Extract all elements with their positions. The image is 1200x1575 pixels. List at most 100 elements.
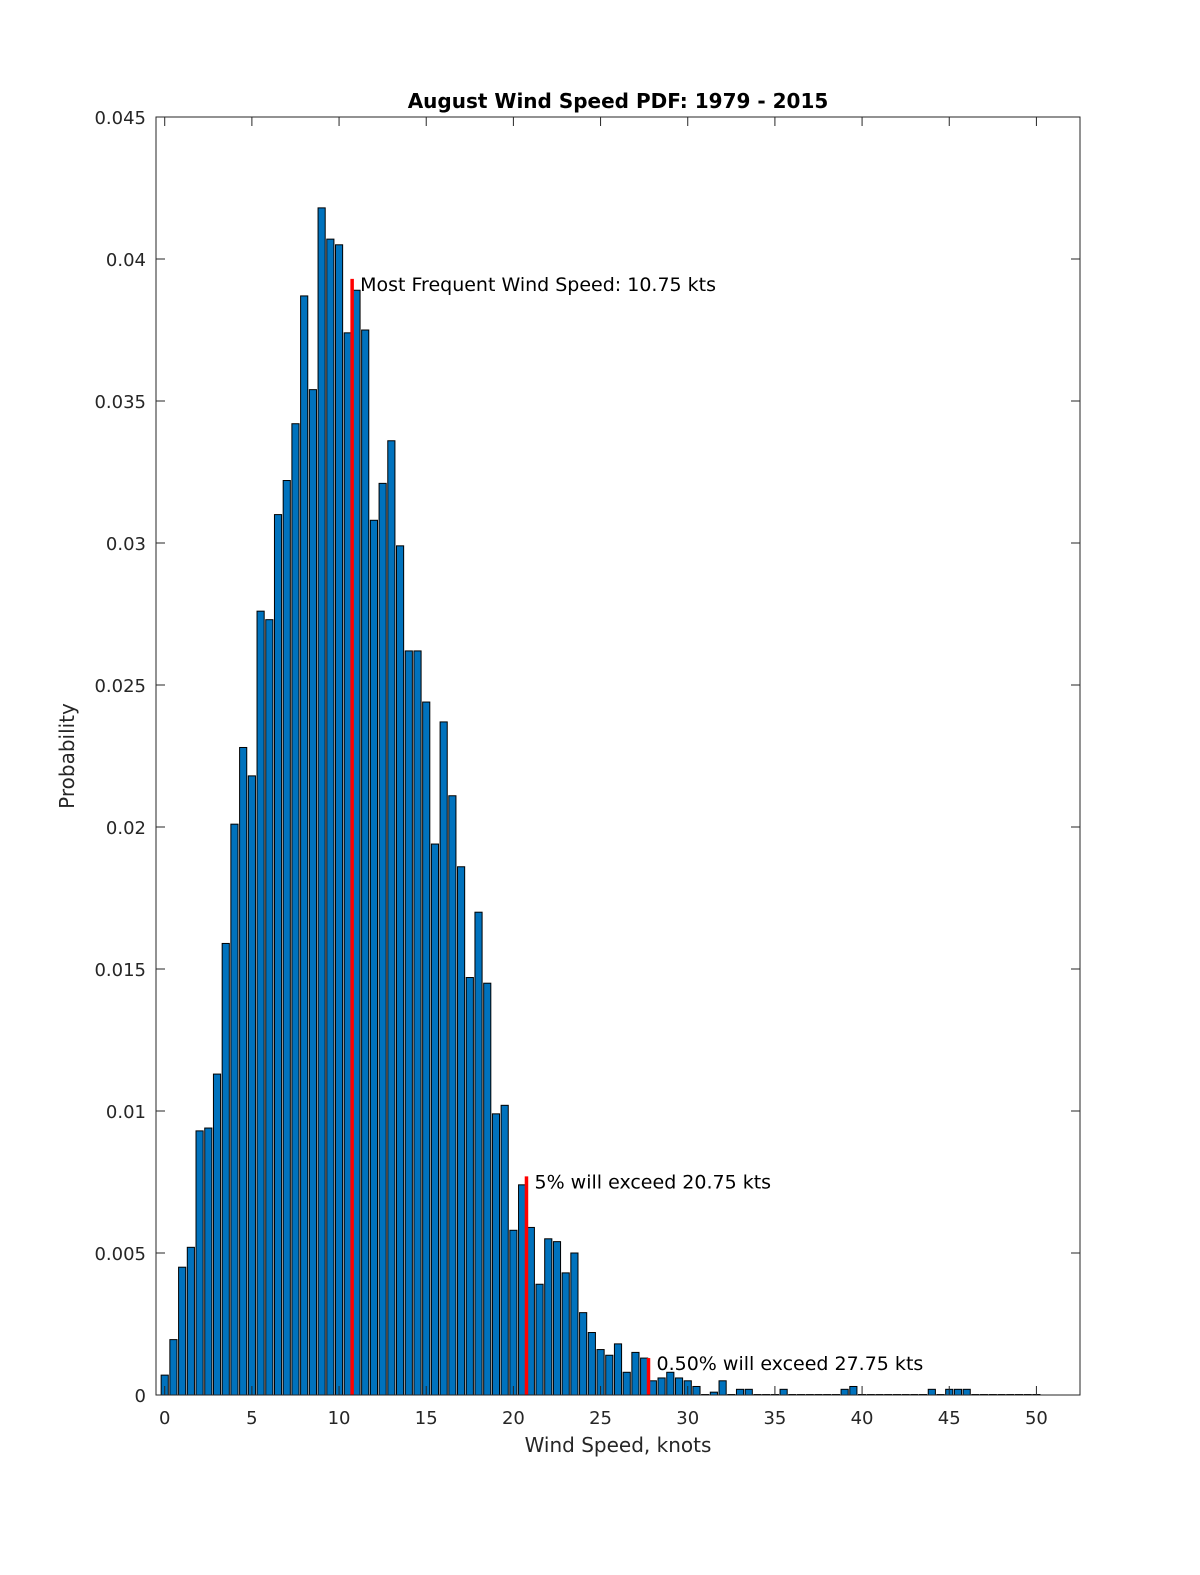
bar <box>265 619 274 1396</box>
bar <box>561 1272 570 1396</box>
y-axis: 0 0.005 0.01 0.015 0.02 0.025 0.03 0.035 0.04 0.0… <box>94 108 1080 1407</box>
bar <box>404 650 413 1396</box>
bar <box>465 977 474 1396</box>
bar <box>326 238 335 1396</box>
x-tick-label: 20 <box>502 1408 525 1429</box>
x-tick-label: 10 <box>328 1408 351 1429</box>
x-tick-label: 40 <box>851 1408 874 1429</box>
bar <box>195 1130 204 1396</box>
bar <box>526 1226 535 1396</box>
bar <box>579 1312 588 1396</box>
bar <box>256 610 265 1396</box>
bar <box>570 1252 579 1396</box>
bar <box>657 1377 666 1396</box>
bar <box>343 332 352 1396</box>
x-axis-label: Wind Speed, knots <box>525 1433 712 1457</box>
bar <box>273 514 283 1396</box>
bar <box>648 1380 657 1396</box>
marker-annotation: 0.50% will exceed 27.75 kts <box>657 1353 924 1375</box>
bar <box>300 295 309 1396</box>
marker-annotation: 5% will exceed 20.75 kts <box>535 1171 772 1193</box>
bar <box>369 519 379 1396</box>
bar <box>953 1388 963 1396</box>
bar <box>361 329 370 1396</box>
x-tick-label: 50 <box>1025 1408 1048 1429</box>
bar <box>692 1385 701 1396</box>
y-tick-label: 0.04 <box>106 250 146 271</box>
bar <box>387 440 396 1396</box>
bar <box>291 423 300 1396</box>
bar <box>247 775 256 1396</box>
x-tick-label: 0 <box>159 1408 170 1429</box>
bar <box>448 795 457 1396</box>
bar <box>518 1184 527 1396</box>
bar <box>605 1354 614 1396</box>
bar <box>352 289 361 1396</box>
bar <box>666 1371 675 1396</box>
x-tick-label: 30 <box>676 1408 699 1429</box>
bar <box>674 1377 684 1396</box>
y-tick-label: 0.025 <box>94 676 146 697</box>
bar <box>413 650 422 1396</box>
bar <box>282 480 291 1396</box>
bar <box>613 1343 623 1396</box>
bar <box>334 244 344 1396</box>
annotations: Most Frequent Wind Speed: 10.75 kts 5% wi… <box>360 274 923 1375</box>
x-tick-label: 25 <box>589 1408 612 1429</box>
bar <box>483 982 492 1396</box>
x-tick-label: 45 <box>938 1408 961 1429</box>
bar <box>396 545 405 1396</box>
y-tick-label: 0.035 <box>94 392 146 413</box>
plot-area-frame <box>155 116 1081 1396</box>
bar <box>457 866 466 1396</box>
x-tick-label: 5 <box>246 1408 257 1429</box>
bar <box>491 1113 501 1396</box>
bar <box>230 823 239 1396</box>
bar <box>317 207 326 1396</box>
bar <box>927 1388 936 1396</box>
bar <box>439 721 448 1396</box>
marker-annotation: Most Frequent Wind Speed: 10.75 kts <box>360 274 716 296</box>
bar <box>640 1357 649 1396</box>
bar <box>744 1388 753 1396</box>
bar <box>212 1073 222 1396</box>
bar <box>422 701 431 1396</box>
bar <box>178 1266 187 1396</box>
bar <box>204 1127 213 1396</box>
y-tick-label: 0.01 <box>106 1102 146 1123</box>
bar <box>849 1385 858 1396</box>
y-tick-label: 0.03 <box>106 534 146 555</box>
bar-series <box>160 207 1041 1396</box>
bar <box>535 1283 544 1396</box>
bar <box>544 1238 553 1396</box>
x-axis: 0 5 10 15 20 25 30 35 40 45 50 <box>159 117 1048 1429</box>
bar <box>552 1241 562 1396</box>
bar <box>474 911 483 1396</box>
y-tick-label: 0 <box>135 1386 146 1407</box>
bar <box>587 1332 596 1396</box>
bar <box>622 1371 631 1396</box>
bar <box>430 843 440 1396</box>
bar <box>239 746 248 1396</box>
bar <box>169 1339 178 1396</box>
bar <box>308 389 317 1396</box>
bar <box>500 1104 509 1396</box>
bar <box>962 1388 971 1396</box>
y-tick-label: 0.005 <box>94 1244 146 1265</box>
y-axis-label: Probability <box>55 703 79 809</box>
y-tick-label: 0.015 <box>94 960 146 981</box>
bar <box>840 1388 849 1396</box>
bar <box>509 1229 518 1396</box>
bar <box>186 1246 195 1396</box>
y-tick-label: 0.045 <box>94 108 146 129</box>
chart-title: August Wind Speed PDF: 1979 - 2015 <box>408 89 829 113</box>
x-tick-label: 35 <box>763 1408 786 1429</box>
bar <box>221 942 230 1396</box>
marker-lines <box>350 278 651 1395</box>
bar <box>631 1351 640 1396</box>
y-tick-label: 0.02 <box>106 818 146 839</box>
bar <box>378 482 387 1396</box>
bar <box>718 1380 727 1396</box>
bar <box>735 1388 745 1396</box>
